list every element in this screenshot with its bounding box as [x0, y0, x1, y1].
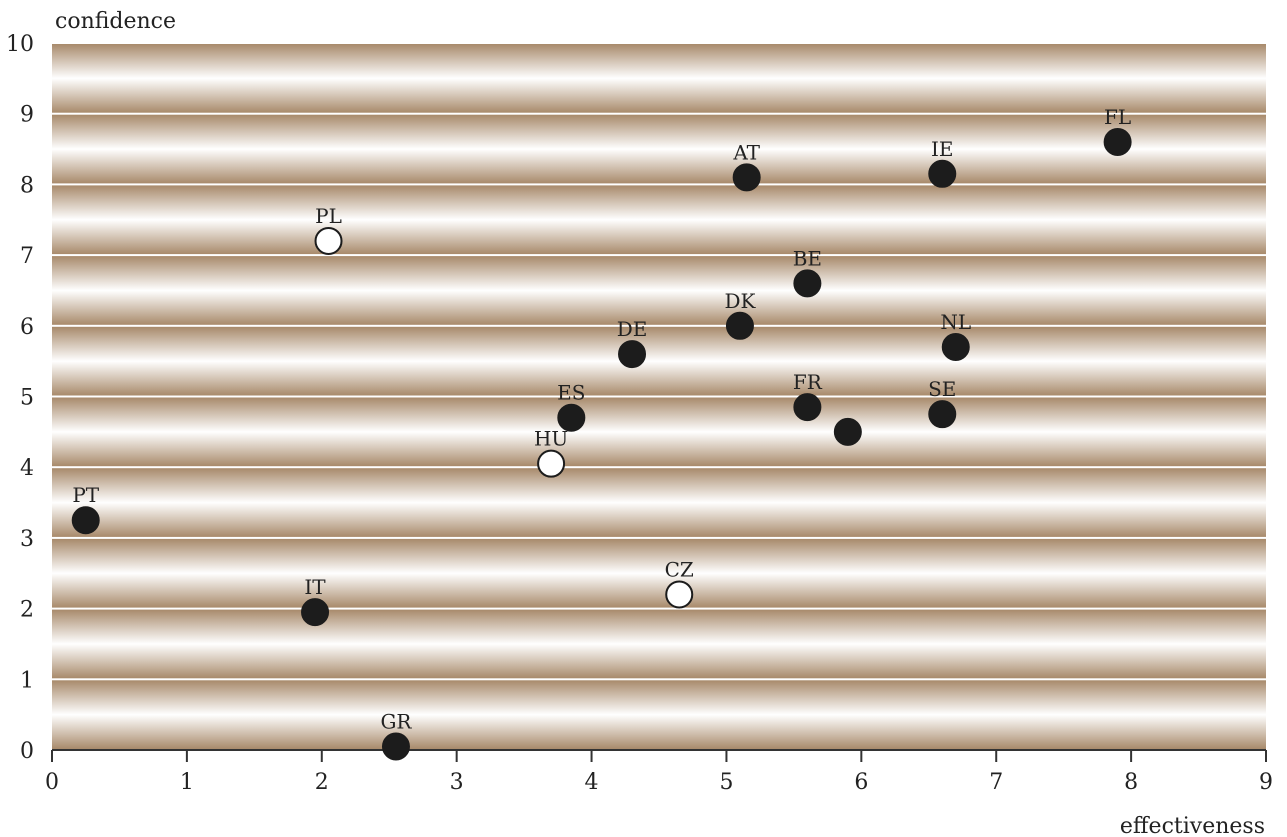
point-label: IT	[304, 575, 326, 599]
x-tick-label: 2	[315, 770, 329, 795]
background-band	[52, 680, 1266, 749]
point-label: PT	[72, 483, 99, 507]
plot-bands	[52, 44, 1266, 749]
data-points: FL AT IE PL BE DK DE NL ES FR SE HU PT CZ IT GR	[71, 105, 1132, 761]
point-label: GR	[380, 709, 412, 733]
x-tick-label: 7	[989, 770, 1003, 795]
y-tick-label: 8	[20, 173, 34, 198]
y-tick-label: 2	[20, 598, 34, 623]
y-tick-label: 6	[20, 315, 34, 340]
data-point-filled	[71, 506, 100, 535]
point-label: IE	[931, 137, 954, 161]
background-band	[52, 538, 1266, 608]
y-axis-ticks: 0 1 2 3 4 5 6 7 8 9 10	[6, 32, 34, 764]
x-axis-title: effectiveness	[1120, 814, 1265, 837]
data-point-filled	[732, 163, 761, 192]
y-axis-title: confidence	[55, 9, 176, 34]
y-tick-label: 0	[20, 739, 34, 764]
data-point-filled	[618, 340, 647, 369]
x-tick-label: 6	[854, 770, 868, 795]
point-label: ES	[557, 381, 585, 405]
x-tick-label: 5	[719, 770, 733, 795]
x-tick-label: 0	[45, 770, 59, 795]
x-axis-ticks: 0 1 2 3 4 5 6 7 8 9	[45, 750, 1273, 795]
data-point-filled	[793, 393, 822, 422]
data-point-filled	[725, 311, 754, 340]
point-label: DE	[617, 317, 648, 341]
background-band	[52, 44, 1266, 113]
data-point-filled	[381, 732, 410, 761]
point-label: HU	[534, 427, 568, 451]
background-band	[52, 114, 1266, 184]
point-label: SE	[928, 377, 956, 401]
data-point-filled	[793, 269, 822, 298]
point-label: FL	[1104, 105, 1131, 129]
x-tick-label: 8	[1124, 770, 1138, 795]
data-point-filled	[941, 333, 970, 362]
y-tick-label: 9	[20, 103, 34, 128]
y-tick-label: 3	[20, 527, 34, 552]
background-band	[52, 468, 1266, 537]
point-label: AT	[732, 140, 760, 164]
background-band	[52, 609, 1266, 679]
data-point-filled	[928, 400, 957, 429]
y-tick-label: 10	[6, 32, 34, 57]
point-label: PL	[315, 204, 342, 228]
x-tick-label: 9	[1259, 770, 1273, 795]
y-tick-label: 4	[20, 456, 34, 481]
data-point-open	[665, 580, 694, 609]
data-point-filled	[1103, 127, 1132, 156]
data-point-open	[537, 449, 566, 478]
data-point-open	[314, 226, 343, 255]
background-band	[52, 326, 1266, 396]
x-tick-label: 3	[450, 770, 464, 795]
data-point-filled	[833, 417, 862, 446]
data-point-filled	[928, 159, 957, 188]
data-point-filled	[557, 403, 586, 432]
y-tick-label: 5	[20, 386, 34, 411]
point-label: DK	[724, 289, 756, 313]
y-tick-label: 7	[20, 244, 34, 269]
x-tick-label: 4	[585, 770, 599, 795]
point-label: CZ	[665, 557, 694, 581]
data-point-filled	[301, 598, 330, 627]
y-tick-label: 1	[20, 668, 34, 693]
background-band	[52, 256, 1266, 325]
point-label: BE	[793, 246, 822, 270]
x-tick-label: 1	[180, 770, 194, 795]
background-band	[52, 397, 1266, 467]
point-label: FR	[793, 370, 823, 394]
background-band	[52, 185, 1266, 255]
point-label: NL	[940, 310, 971, 334]
